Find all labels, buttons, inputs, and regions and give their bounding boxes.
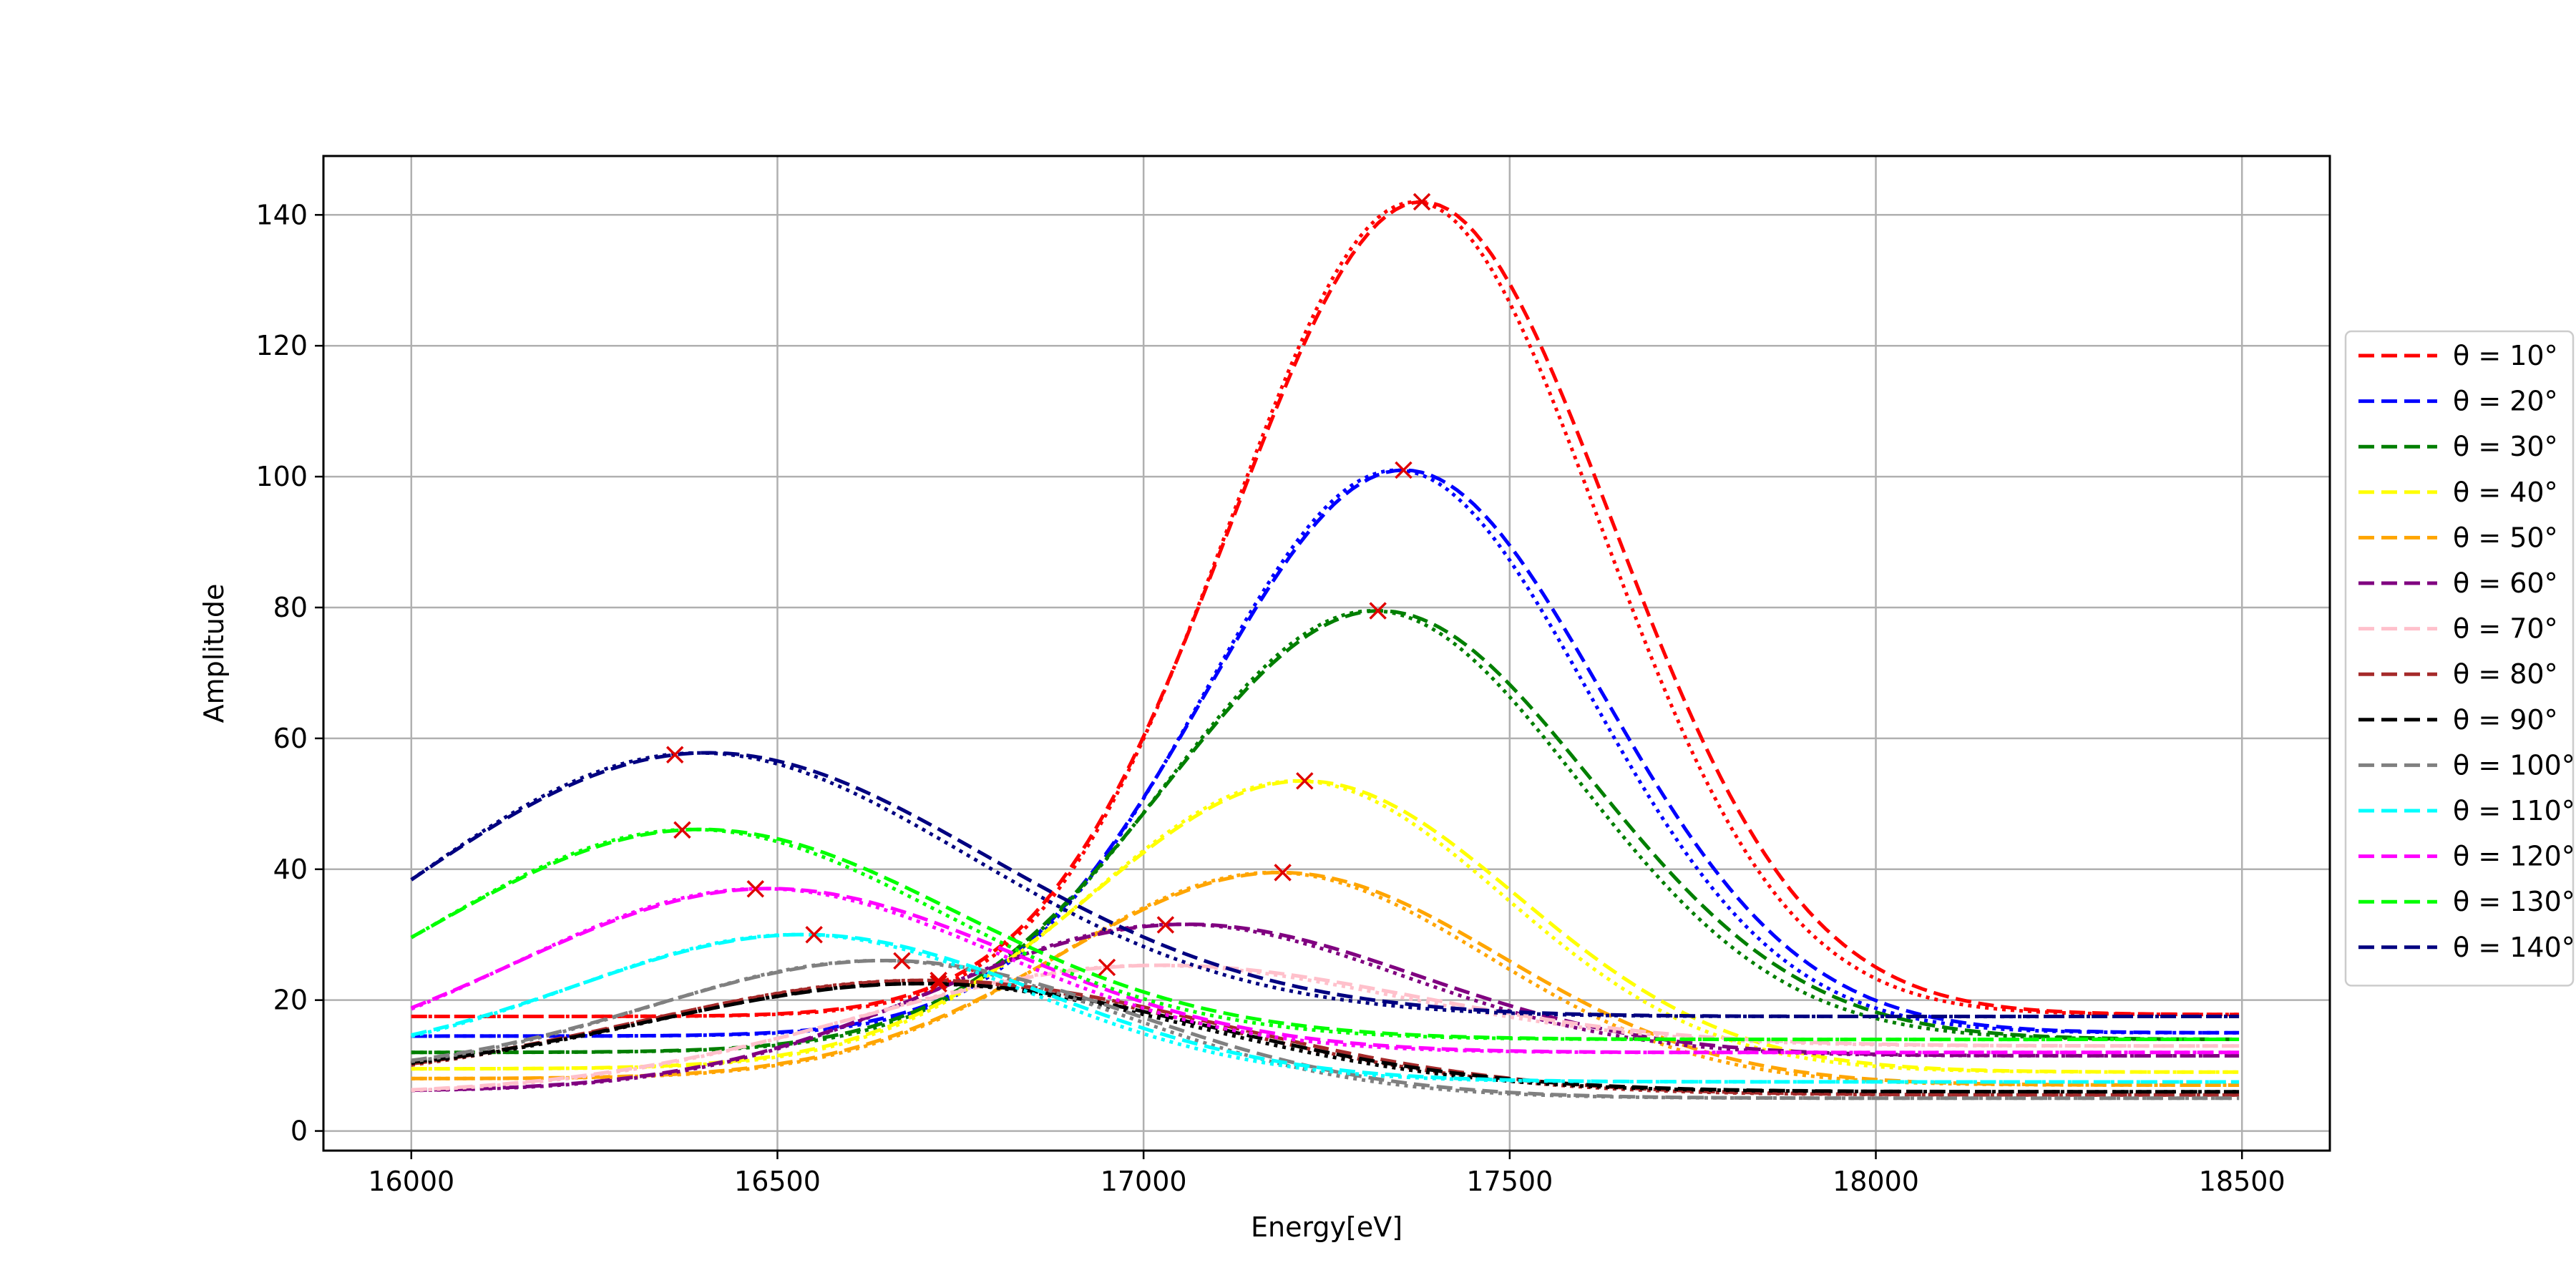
x-tick-label: 16500 (734, 1166, 821, 1197)
peak-marker-11 (805, 925, 823, 944)
series-dotted-7 (411, 963, 2240, 1093)
legend-label-13: θ = 130° (2453, 886, 2575, 917)
legend-box (2344, 330, 2575, 987)
plot-frame (322, 155, 2331, 1152)
legend-label-12: θ = 120° (2453, 841, 2575, 872)
peak-marker-8 (930, 971, 947, 990)
peak-marker-5 (1274, 864, 1292, 882)
series-dotted-14 (410, 751, 2240, 1019)
legend-label-11: θ = 110° (2453, 795, 2575, 826)
peak-marker-13 (673, 821, 691, 839)
legend-label-3: θ = 30° (2453, 431, 2558, 462)
series-dotted-13 (410, 827, 2240, 1042)
legend-label-7: θ = 70° (2453, 613, 2558, 645)
x-tick-label: 17000 (1101, 1166, 1187, 1197)
series-dotted-4 (411, 779, 2240, 1074)
y-axis-label: Amplitude (198, 584, 230, 723)
x-tick-label: 18500 (2199, 1166, 2285, 1197)
series-dotted-12 (410, 887, 2240, 1055)
peak-marker-14 (665, 746, 684, 763)
y-tick-label: 40 (273, 854, 308, 885)
legend-label-14: θ = 140° (2453, 932, 2575, 963)
peak-marker-1 (1413, 192, 1431, 211)
x-axis-ticks: 16000 16500 17000 17500 18000 18500 (368, 1151, 2285, 1197)
legend-label-5: θ = 50° (2453, 522, 2558, 553)
y-tick-label: 140 (255, 199, 308, 230)
series-dotted-1 (411, 200, 2240, 1018)
grid (323, 156, 2330, 1151)
y-tick-label: 60 (273, 723, 308, 754)
peak-markers (665, 192, 1431, 993)
series-dotted-5 (411, 870, 2240, 1087)
legend-label-6: θ = 60° (2453, 567, 2558, 599)
y-axis-ticks: 0 20 40 60 80 100 120 140 (255, 199, 323, 1147)
y-tick-label: 100 (255, 461, 308, 492)
legend-label-9: θ = 90° (2453, 704, 2558, 736)
peak-marker-10 (893, 952, 911, 970)
legend-label-2: θ = 20° (2453, 386, 2558, 417)
legend: θ = 10° θ = 20° θ = 30° θ = 40° θ = 50° θ = 6… (2344, 330, 2575, 987)
peak-marker-6 (1156, 916, 1175, 934)
legend-label-1: θ = 10° (2453, 340, 2558, 371)
peak-marker-3 (1369, 602, 1387, 620)
series-line-7 (411, 963, 2240, 1092)
legend-label-4: θ = 40° (2453, 477, 2558, 508)
y-tick-label: 0 (291, 1116, 308, 1147)
series-dotted-11 (411, 932, 2240, 1084)
peak-marker-4 (1296, 772, 1314, 790)
series-line-1 (411, 200, 2240, 1018)
series-line-11 (411, 932, 2240, 1084)
series-dotted-9 (411, 982, 2240, 1094)
y-tick-label: 120 (255, 330, 308, 361)
x-tick-label: 18000 (1833, 1166, 1919, 1197)
x-tick-label: 17500 (1466, 1166, 1553, 1197)
series-dotted-2 (411, 468, 2240, 1038)
series-line-3 (411, 609, 2240, 1055)
peak-marker-9 (930, 975, 947, 993)
legend-label-10: θ = 100° (2453, 749, 2575, 781)
series-dotted-6 (411, 922, 2240, 1093)
peak-marker-12 (746, 879, 765, 898)
x-tick-label: 16000 (368, 1166, 454, 1197)
peak-marker-2 (1395, 461, 1413, 479)
y-tick-label: 80 (273, 592, 308, 623)
peak-marker-7 (1098, 958, 1116, 977)
series-layer (410, 200, 2240, 1101)
legend-label-8: θ = 80° (2453, 658, 2558, 690)
y-tick-label: 20 (273, 985, 308, 1016)
x-axis-label: Energy[eV] (1251, 1211, 1402, 1243)
